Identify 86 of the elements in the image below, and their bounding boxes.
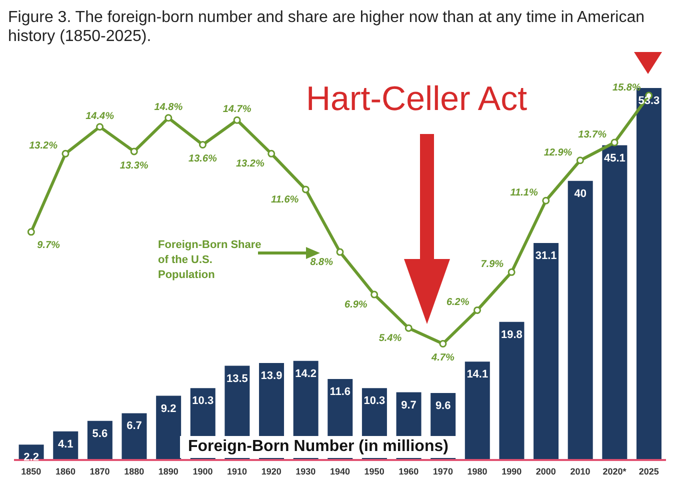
x-tick-label: 1960 xyxy=(398,466,419,476)
x-tick-label: 2010 xyxy=(570,466,590,476)
data-label: 40 xyxy=(574,188,586,200)
data-label: 6.2% xyxy=(446,297,470,308)
data-label: 9.2 xyxy=(160,402,176,415)
data-label: 4.7% xyxy=(430,352,454,364)
x-tick-label: 1950 xyxy=(364,466,384,476)
x-tick-label: 1880 xyxy=(124,466,144,476)
x-tick-label: 1890 xyxy=(158,466,178,476)
point xyxy=(233,116,241,124)
bar xyxy=(156,396,182,460)
data-label: 53.3 xyxy=(638,95,660,108)
data-label: 13.9 xyxy=(260,370,282,382)
data-label: 13.6% xyxy=(188,154,218,165)
bar xyxy=(602,145,628,460)
bar xyxy=(87,420,112,460)
data-label: 13.2% xyxy=(29,140,58,152)
x-tick-label: 1860 xyxy=(55,466,76,476)
data-label: 45.1 xyxy=(604,152,626,164)
x-tick-label: 1990 xyxy=(502,466,522,476)
x-tick-label: 1850 xyxy=(21,466,42,476)
data-label: 5.4% xyxy=(378,333,402,344)
data-label: 10.3 xyxy=(364,395,386,408)
point xyxy=(130,148,138,156)
data-label: 6.7 xyxy=(126,420,142,432)
x-tick-label: 1970 xyxy=(432,466,453,476)
data-label: 13.7% xyxy=(578,129,607,140)
x-tick-label: 1980 xyxy=(467,466,488,476)
point xyxy=(198,140,206,148)
x-tick-label: 1940 xyxy=(330,466,350,476)
point xyxy=(370,290,378,298)
point xyxy=(96,123,104,131)
x-tick-label: 1920 xyxy=(261,466,282,476)
point xyxy=(542,196,550,204)
x-tick-label: 2000 xyxy=(536,466,556,476)
point xyxy=(62,150,70,158)
x-tick-label: 1930 xyxy=(296,466,316,476)
bar xyxy=(568,180,593,460)
x-tick-label: 2025 xyxy=(638,466,659,476)
data-label: 13.2% xyxy=(236,158,264,170)
x-tick-label: 1910 xyxy=(227,466,248,476)
data-label: 11.6% xyxy=(271,194,299,206)
data-label: 14.1 xyxy=(466,368,488,381)
data-label: 7.9% xyxy=(480,259,504,270)
data-label: 4.1 xyxy=(58,438,74,450)
bar xyxy=(464,362,490,460)
annotation: Hart-Celler Act xyxy=(306,80,528,119)
point xyxy=(576,156,584,164)
point xyxy=(610,138,618,146)
data-label: 13.5 xyxy=(226,372,248,385)
data-label: 31.1 xyxy=(535,250,557,262)
point xyxy=(268,150,276,158)
bar xyxy=(499,322,524,460)
point xyxy=(508,268,516,276)
data-label: 15.8% xyxy=(612,82,641,94)
series-label: Foreign-Born Number (in millions) xyxy=(180,436,456,458)
data-label: 11.1% xyxy=(510,188,538,199)
bar xyxy=(122,413,147,460)
data-label: 5.6 xyxy=(92,428,108,440)
data-label: 19.8 xyxy=(501,328,522,341)
data-label: 13.3% xyxy=(120,160,148,172)
point xyxy=(439,340,447,348)
point xyxy=(336,248,344,256)
data-label: 10.3 xyxy=(192,395,214,408)
data-label: 14.7% xyxy=(222,104,252,116)
x-tick-label: 1900 xyxy=(192,466,213,476)
x-tick-label: 1870 xyxy=(90,466,110,476)
point xyxy=(164,114,172,122)
point xyxy=(302,186,310,194)
data-label: 9.7% xyxy=(37,240,60,251)
data-label: 6.9% xyxy=(344,300,368,311)
point xyxy=(27,228,35,236)
data-label: 9.7 xyxy=(401,399,416,412)
bar xyxy=(534,242,559,460)
point xyxy=(474,306,482,314)
data-label: 12.9% xyxy=(544,147,572,158)
legend-label: Foreign-Born Share of the U.S. Population xyxy=(158,238,262,283)
data-label: 14.4% xyxy=(86,110,114,122)
chart-title: Figure 3. The foreign-born number and share are higher now than at any time in American history (1850-2025). xyxy=(8,8,646,47)
data-label: 14.8% xyxy=(154,102,183,113)
data-label: 11.6 xyxy=(330,386,351,398)
x-tick-label: 2020* xyxy=(602,466,627,476)
data-label: 9.6 xyxy=(435,400,451,412)
data-label: 14.2 xyxy=(295,368,317,380)
point xyxy=(404,324,412,332)
data-label: 8.8% xyxy=(310,257,334,268)
